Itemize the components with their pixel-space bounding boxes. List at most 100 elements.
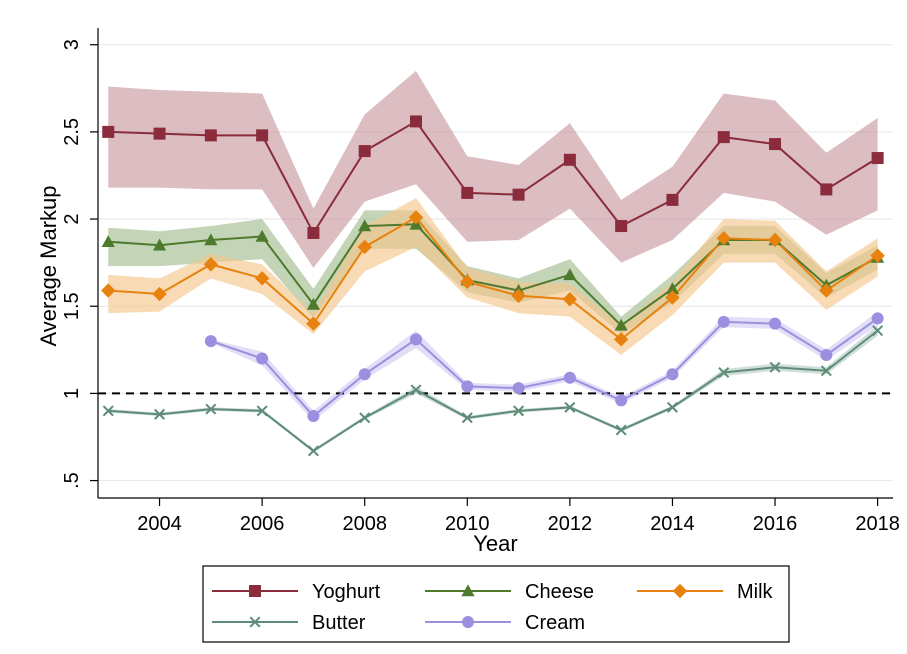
- point-yoghurt-2012: [563, 153, 576, 166]
- x-tick-label: 2016: [753, 513, 798, 535]
- point-butter-2006: [256, 405, 268, 417]
- series-markers: [101, 115, 885, 457]
- legend-entry-yoghurt: Yoghurt: [212, 581, 381, 603]
- legend-entry-butter: Butter: [212, 612, 366, 634]
- point-milk-2009: [408, 210, 424, 225]
- legend-entry-cream: Cream: [425, 612, 585, 634]
- x-tick-label: 2014: [650, 513, 695, 535]
- point-milk-2008: [357, 239, 372, 255]
- point-cream-2007: [307, 410, 320, 423]
- point-cheese-2012: [563, 268, 577, 281]
- point-butter-2003: [102, 405, 114, 417]
- point-yoghurt-2017: [820, 183, 833, 196]
- point-yoghurt-2013: [615, 220, 628, 233]
- legend-marker-milk: [672, 583, 688, 599]
- series-line-cream: [210, 317, 879, 418]
- point-butter-2012: [564, 401, 576, 413]
- legend-label: Cream: [525, 612, 585, 634]
- point-cream-2016: [769, 317, 782, 330]
- point-cream-2017: [820, 349, 833, 362]
- point-cream-2013: [615, 394, 628, 407]
- legend-marker-cream: [462, 616, 474, 628]
- point-yoghurt-2010: [461, 186, 474, 199]
- y-tick-label: 1: [61, 388, 83, 399]
- point-yoghurt-2007: [307, 227, 320, 240]
- point-milk-2016: [767, 232, 783, 248]
- ci-band-cream: [210, 311, 878, 422]
- point-cheese-2004: [152, 238, 167, 251]
- point-yoghurt-2004: [153, 127, 166, 140]
- y-axis-label: Average Markup: [36, 185, 61, 346]
- ci-band-yoghurt: [108, 70, 878, 268]
- point-butter-2015: [718, 366, 730, 378]
- point-milk-2018: [870, 248, 885, 263]
- point-butter-2018: [872, 325, 884, 337]
- point-milk-2017: [819, 283, 834, 298]
- legend-box: [202, 565, 790, 643]
- point-cheese-2005: [204, 233, 218, 246]
- y-tick-label: 2.5: [61, 118, 83, 146]
- series-lines: [108, 120, 879, 453]
- point-milk-2011: [511, 288, 526, 303]
- legend-marker-cheese: [461, 584, 475, 597]
- x-tick-label: 2008: [342, 513, 387, 535]
- point-milk-2014: [665, 290, 680, 305]
- y-tick-label: 1.5: [61, 292, 83, 320]
- point-butter-2004: [154, 408, 166, 420]
- point-butter-2009: [410, 384, 422, 396]
- point-butter-2014: [666, 401, 678, 413]
- point-cheese-2007: [306, 297, 321, 310]
- x-tick-label: 2006: [240, 513, 285, 535]
- point-cream-2009: [410, 333, 422, 346]
- point-cream-2010: [461, 380, 474, 393]
- point-butter-2017: [820, 365, 832, 377]
- legend-label: Yoghurt: [312, 581, 381, 603]
- point-butter-2007: [307, 445, 319, 457]
- point-yoghurt-2005: [204, 129, 217, 142]
- point-cheese-2008: [358, 219, 372, 232]
- y-tick-label: .5: [61, 472, 83, 489]
- point-milk-2010: [460, 274, 475, 290]
- point-butter-2011: [513, 405, 525, 417]
- point-yoghurt-2011: [512, 188, 525, 201]
- point-milk-2013: [613, 332, 629, 347]
- x-tick-label: 2012: [548, 513, 593, 535]
- legend-marker-yoghurt: [249, 585, 261, 597]
- point-butter-2013: [615, 424, 627, 436]
- point-yoghurt-2006: [256, 129, 269, 142]
- point-cream-2006: [256, 352, 269, 365]
- point-milk-2015: [716, 231, 731, 246]
- point-cheese-2006: [255, 229, 269, 242]
- point-cream-2005: [204, 335, 217, 348]
- point-yoghurt-2008: [358, 145, 371, 158]
- legend-label: Cheese: [525, 581, 594, 603]
- ci-band-milk: [108, 198, 878, 356]
- x-axis-label: Year: [473, 531, 517, 556]
- point-milk-2004: [152, 286, 167, 302]
- legend-marker-butter: [249, 616, 261, 628]
- point-butter-2005: [205, 403, 217, 415]
- point-cream-2012: [563, 371, 576, 384]
- point-milk-2007: [306, 316, 321, 331]
- point-cheese-2014: [665, 282, 680, 295]
- point-yoghurt-2018: [871, 152, 884, 165]
- legend: Yoghurt Cheese Milk Butter Cream: [202, 565, 790, 643]
- axes: .5 1 1.5 2 2.5 3 2004 2006 2008 2010 2012 2014 2016 2…: [61, 28, 900, 535]
- point-yoghurt-2016: [769, 138, 782, 151]
- legend-label: Butter: [312, 612, 366, 634]
- point-cream-2014: [666, 368, 679, 381]
- point-cream-2015: [717, 315, 730, 328]
- point-butter-2010: [461, 412, 473, 424]
- point-yoghurt-2009: [410, 115, 422, 128]
- legend-label: Milk: [737, 581, 774, 603]
- point-milk-2012: [562, 292, 578, 307]
- y-tick-label: 3: [61, 39, 83, 50]
- legend-entry-milk: Milk: [637, 581, 774, 603]
- x-tick-label: 2010: [445, 513, 490, 535]
- point-cream-2011: [512, 382, 525, 395]
- point-cheese-2003: [101, 235, 115, 248]
- point-yoghurt-2015: [717, 131, 730, 144]
- point-milk-2003: [101, 283, 116, 298]
- point-cream-2008: [358, 368, 371, 381]
